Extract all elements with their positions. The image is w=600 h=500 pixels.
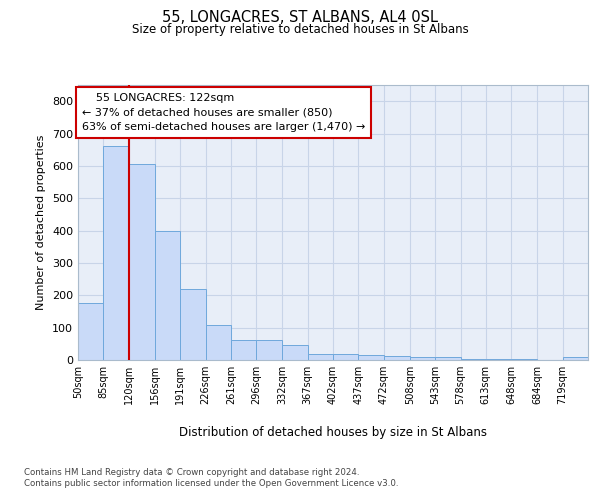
Text: Contains public sector information licensed under the Open Government Licence v3: Contains public sector information licen… [24, 480, 398, 488]
Bar [103, 146, 129, 360]
Text: Distribution of detached houses by size in St Albans: Distribution of detached houses by size … [179, 426, 487, 439]
Bar [435, 358, 461, 360]
Bar [563, 358, 588, 360]
Bar [180, 290, 205, 360]
Bar [308, 354, 333, 360]
Bar [231, 340, 256, 360]
Bar [256, 340, 282, 360]
Text: 55, LONGACRES, ST ALBANS, AL4 0SL: 55, LONGACRES, ST ALBANS, AL4 0SL [162, 10, 438, 25]
Bar [78, 304, 103, 360]
Text: 55 LONGACRES: 122sqm
← 37% of detached houses are smaller (850)
63% of semi-deta: 55 LONGACRES: 122sqm ← 37% of detached h… [82, 92, 365, 132]
Bar [410, 358, 435, 360]
Text: Contains HM Land Registry data © Crown copyright and database right 2024.: Contains HM Land Registry data © Crown c… [24, 468, 359, 477]
Bar [129, 164, 155, 360]
Bar [155, 230, 180, 360]
Bar [282, 346, 308, 360]
Bar [384, 356, 410, 360]
Bar [333, 354, 358, 360]
Text: Size of property relative to detached houses in St Albans: Size of property relative to detached ho… [131, 24, 469, 36]
Bar [358, 355, 384, 360]
Y-axis label: Number of detached properties: Number of detached properties [37, 135, 46, 310]
Bar [205, 325, 231, 360]
